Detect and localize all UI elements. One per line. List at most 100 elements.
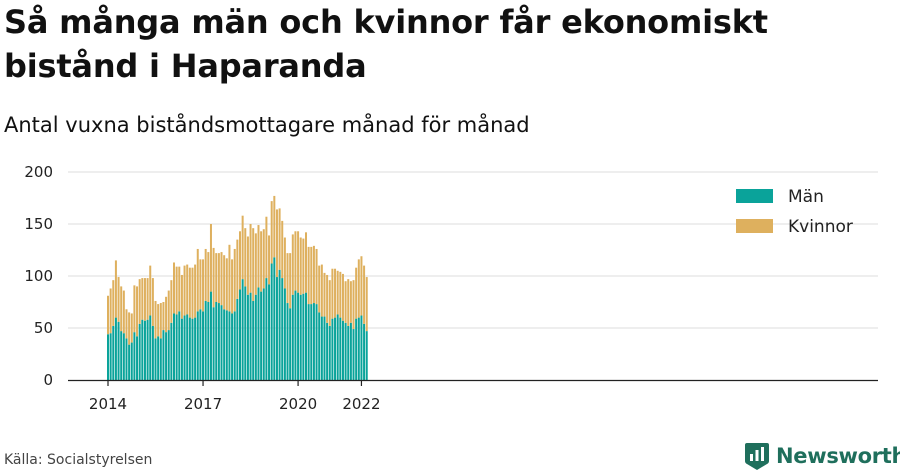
bar-man [312,303,315,380]
bar-man [339,317,342,380]
bar-kvinnor [260,231,263,292]
bar-man [299,294,302,380]
bar-man [231,313,234,380]
bar-kvinnor [289,253,292,309]
bar-kvinnor [297,231,300,293]
bar-man [175,314,178,380]
bar-kvinnor [323,272,326,317]
bar-kvinnor [215,253,218,302]
bar-kvinnor [109,288,112,334]
bar-kvinnor [270,201,273,264]
bar-man [246,294,249,380]
bar-man [294,290,297,380]
legend-swatch [736,219,773,233]
bar-kvinnor [122,290,125,334]
bar-kvinnor [265,216,268,279]
bar-man [268,284,271,380]
bar-kvinnor [334,268,337,318]
bar-kvinnor [249,224,252,293]
x-tick-label: 2014 [89,395,127,413]
chart-subtitle: Antal vuxna biståndsmottagare månad för … [4,113,530,137]
bar-kvinnor [173,262,175,314]
bar-man [310,304,313,380]
bar-man [133,332,136,380]
bar-man [239,289,241,380]
bar-kvinnor [299,237,302,295]
bar-man [318,312,321,380]
bar-man [194,317,197,380]
bar-kvinnor [178,266,181,312]
bar-kvinnor [328,280,331,326]
bar-kvinnor [262,229,265,289]
bar-kvinnor [141,278,144,320]
bar-kvinnor [352,280,355,330]
legend-swatch [736,189,773,203]
bar-kvinnor [204,248,207,301]
bar-kvinnor [225,258,228,311]
legend: Män Kvinnor [736,187,853,237]
bar-kvinnor [231,259,234,314]
bar-man [236,298,239,380]
bar-kvinnor [233,248,236,312]
bar-kvinnor [199,259,202,310]
bar-kvinnor [188,267,191,318]
bar-kvinnor [307,246,310,305]
bar-man [249,292,252,380]
bar-kvinnor [114,260,117,318]
bar-man [165,332,168,380]
bar-kvinnor [310,246,313,305]
bar-kvinnor [275,209,278,278]
bar-man [352,329,355,380]
bar-kvinnor [326,274,329,323]
bar-kvinnor [365,277,368,332]
bar-kvinnor [220,252,223,306]
bar-kvinnor [286,253,289,304]
bar-kvinnor [159,303,162,339]
bar-man [270,263,273,380]
bar-kvinnor [186,264,189,315]
bar-man [209,291,212,380]
y-tick-label: 150 [24,215,53,233]
bar-man [207,302,210,380]
x-tick-label: 2017 [184,395,222,413]
bar-kvinnor [194,264,197,318]
y-axis: 0 50 100 150 200 [24,163,53,389]
bar-man [138,323,141,380]
bar-man [199,309,202,380]
bar-man [180,318,183,380]
bar-man [217,303,220,380]
bar-man [228,311,231,380]
source-note: Källa: Socialstyrelsen [4,452,153,468]
bar-man [188,317,191,380]
bar-man [191,318,194,380]
bar-kvinnor [273,195,276,258]
brand-logo[interactable]: Newsworthy [744,441,900,471]
bar-man [273,257,276,380]
bar-kvinnor [283,237,286,289]
bar-man [196,311,199,380]
bar-man [128,344,131,380]
bar-man [275,277,278,380]
bar-kvinnor [165,296,168,333]
bar-man [320,316,323,380]
bar-kvinnor [136,286,139,337]
bar-kvinnor [331,268,334,319]
bar-man [146,319,149,380]
bar-kvinnor [202,259,205,312]
bar-man [223,309,226,380]
bar-kvinnor [207,252,210,302]
bar-kvinnor [217,253,220,304]
bar-kvinnor [312,245,315,304]
bar-man [149,315,152,380]
bar-man [257,287,260,380]
bar-man [326,322,329,380]
bar-man [289,308,292,380]
bar-man [302,293,305,380]
bar-kvinnor [183,265,186,316]
bar-man [254,294,257,380]
bar-kvinnor [344,281,347,323]
bar-kvinnor [305,232,307,293]
bar-kvinnor [241,215,244,280]
bar-man [260,291,263,380]
